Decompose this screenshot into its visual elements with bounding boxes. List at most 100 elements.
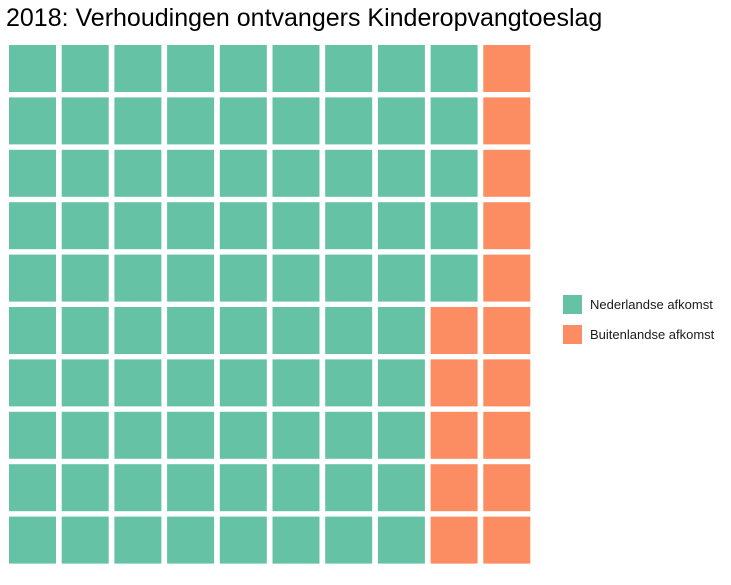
waffle-cell xyxy=(114,45,162,92)
waffle-cell xyxy=(325,254,373,302)
waffle-cell xyxy=(114,149,162,197)
chart-title: 2018: Verhoudingen ontvangers Kinderopva… xyxy=(6,4,603,32)
waffle-cell xyxy=(325,97,373,145)
waffle-cell xyxy=(167,45,215,92)
waffle-cell xyxy=(9,97,56,145)
waffle-cell xyxy=(377,411,425,459)
waffle-cell xyxy=(430,464,478,512)
waffle-cell xyxy=(272,411,320,459)
waffle-cell xyxy=(325,411,373,459)
waffle-cell xyxy=(483,254,531,302)
legend-item-buitenlandse-afkomst: Buitenlandse afkomst xyxy=(563,323,714,345)
waffle-cell xyxy=(377,97,425,145)
waffle-cell xyxy=(61,149,109,197)
waffle-cell xyxy=(219,464,267,512)
waffle-cell xyxy=(325,464,373,512)
waffle-cell xyxy=(219,202,267,250)
waffle-cell xyxy=(272,254,320,302)
waffle-cell xyxy=(167,202,215,250)
waffle-cell xyxy=(325,516,373,564)
waffle-cell xyxy=(114,359,162,407)
legend-item-nederlandse-afkomst: Nederlandse afkomst xyxy=(563,293,714,315)
waffle-cell xyxy=(483,411,531,459)
waffle-cell xyxy=(483,97,531,145)
waffle-cell xyxy=(377,516,425,564)
waffle-cell xyxy=(167,359,215,407)
legend-swatch xyxy=(563,324,582,344)
waffle-cell xyxy=(9,516,56,564)
legend-label: Nederlandse afkomst xyxy=(590,296,713,312)
waffle-cell xyxy=(483,149,531,197)
waffle-cell xyxy=(114,411,162,459)
waffle-cell xyxy=(377,359,425,407)
waffle-cell xyxy=(219,359,267,407)
waffle-cell xyxy=(167,307,215,354)
waffle-cell xyxy=(430,516,478,564)
waffle-cell xyxy=(272,97,320,145)
waffle-cell xyxy=(9,254,56,302)
legend-swatch xyxy=(563,294,582,314)
waffle-cell xyxy=(219,254,267,302)
waffle-cell xyxy=(483,202,531,250)
waffle-cell xyxy=(114,516,162,564)
waffle-cell xyxy=(61,307,109,354)
waffle-cell xyxy=(377,307,425,354)
waffle-cell xyxy=(9,45,56,92)
waffle-cell xyxy=(167,516,215,564)
waffle-cell xyxy=(9,149,56,197)
waffle-cell xyxy=(377,45,425,92)
waffle-cell xyxy=(325,359,373,407)
waffle-cell xyxy=(483,516,531,564)
waffle-cell xyxy=(61,516,109,564)
waffle-cell xyxy=(167,464,215,512)
waffle-cell xyxy=(9,359,56,407)
waffle-cell xyxy=(483,359,531,407)
waffle-cell xyxy=(377,254,425,302)
waffle-cell xyxy=(219,45,267,92)
waffle-cell xyxy=(272,45,320,92)
legend-label: Buitenlandse afkomst xyxy=(590,326,715,342)
waffle-cell xyxy=(9,464,56,512)
waffle-cell xyxy=(430,307,478,354)
waffle-cell xyxy=(272,464,320,512)
legend: Nederlandse afkomst Buitenlandse afkomst xyxy=(563,293,714,353)
waffle-cell xyxy=(325,45,373,92)
waffle-cell xyxy=(219,97,267,145)
waffle-cell xyxy=(9,202,56,250)
waffle-cell xyxy=(167,149,215,197)
waffle-cell xyxy=(114,254,162,302)
waffle-cell xyxy=(114,307,162,354)
waffle-cell xyxy=(61,464,109,512)
waffle-cell xyxy=(430,359,478,407)
waffle-cell xyxy=(272,149,320,197)
waffle-cell xyxy=(325,202,373,250)
waffle-cell xyxy=(483,464,531,512)
waffle-cell xyxy=(377,149,425,197)
waffle-cell xyxy=(430,411,478,459)
waffle-cell xyxy=(430,149,478,197)
waffle-cell xyxy=(272,516,320,564)
waffle-cell xyxy=(272,307,320,354)
waffle-cell xyxy=(9,307,56,354)
waffle-cell xyxy=(272,202,320,250)
waffle-cell xyxy=(430,202,478,250)
waffle-cell xyxy=(219,307,267,354)
waffle-cell xyxy=(167,97,215,145)
waffle-cell xyxy=(325,149,373,197)
waffle-cell xyxy=(61,202,109,250)
waffle-cell xyxy=(377,464,425,512)
waffle-cell xyxy=(114,202,162,250)
waffle-cell xyxy=(219,516,267,564)
waffle-cell xyxy=(430,254,478,302)
waffle-cell xyxy=(61,97,109,145)
waffle-cell xyxy=(61,411,109,459)
waffle-cell xyxy=(167,411,215,459)
waffle-cell xyxy=(272,359,320,407)
waffle-cell xyxy=(167,254,215,302)
waffle-cell xyxy=(377,202,425,250)
waffle-cell xyxy=(61,359,109,407)
waffle-cell xyxy=(61,254,109,302)
waffle-cell xyxy=(430,45,478,92)
waffle-cell xyxy=(61,45,109,92)
waffle-cell xyxy=(430,97,478,145)
